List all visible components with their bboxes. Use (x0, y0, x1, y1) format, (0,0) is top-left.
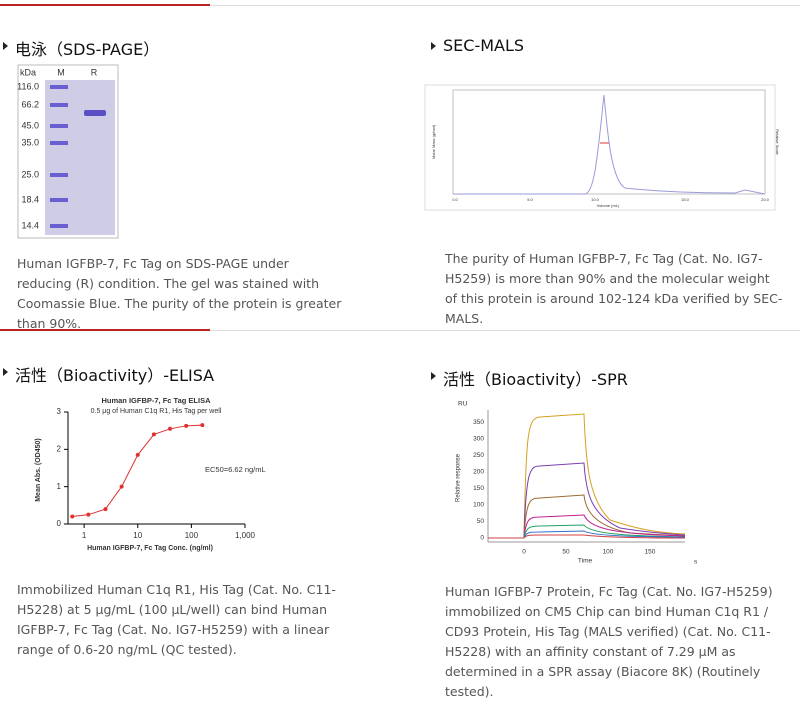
point (200, 423, 205, 428)
point (103, 507, 108, 512)
section-title: 电泳（SDS-PAGE） (2, 36, 159, 60)
section-title: 活性（Bioactivity）-SPR (431, 366, 628, 390)
label: R (91, 67, 98, 77)
curve (72, 424, 203, 518)
y-tick-label: 350 (473, 419, 484, 426)
marker-band (50, 141, 68, 145)
divider-accent (0, 329, 210, 331)
chart-title: Human IGFBP-7, Fc Tag ELISA (101, 396, 211, 405)
label: 0.0 (452, 197, 458, 202)
section-title: 活性（Bioactivity）-ELISA (2, 362, 214, 386)
marker-band (50, 224, 68, 228)
marker-label: 18.4 (21, 194, 39, 204)
sec-axes (452, 89, 766, 195)
point (86, 512, 91, 517)
y-tick-label: 2 (57, 444, 62, 453)
annotation: EC50=6.62 ng/mL (205, 465, 266, 474)
page: 电泳（SDS-PAGE） SEC-MALS 活性（Bioactivity）-EL… (0, 4, 800, 699)
x-tick-label: 100 (185, 531, 199, 540)
y-tick-label: 250 (473, 452, 484, 459)
spr-curves (488, 413, 686, 539)
marker-band (50, 198, 68, 202)
y-axis-label: Mean Abs. (OD450) (35, 438, 42, 502)
label: M (57, 67, 65, 77)
point (70, 514, 75, 519)
marker-band (50, 85, 68, 89)
marker-band (50, 124, 68, 128)
x-tick-label: 50 (562, 549, 570, 556)
section-title: SEC-MALS (430, 36, 525, 55)
x-tick-label: 1 (82, 531, 87, 540)
x-tick-label: 0 (522, 549, 526, 556)
label: Volume (mL) (597, 203, 620, 208)
x-tick-label: 100 (603, 549, 614, 556)
y-tick-label: 150 (473, 485, 484, 492)
y-unit: RU (458, 401, 468, 408)
marker-label: 25.0 (21, 169, 39, 179)
marker-label: 35.0 (21, 137, 39, 147)
point (168, 426, 173, 431)
label: 20.0 (761, 197, 770, 202)
sec-trace (453, 94, 766, 195)
description: Immobilized Human C1q R1, His Tag (Cat. … (17, 582, 336, 657)
point (135, 452, 140, 457)
y-axis-label: Relative response (456, 453, 462, 502)
y-tick-label: 200 (473, 469, 484, 476)
point (119, 484, 124, 489)
marker-label: 66.2 (21, 99, 39, 109)
sec-frame (424, 84, 776, 211)
marker-label: 14.4 (21, 220, 39, 230)
x-axis-label: Human IGFBP-7, Fc Tag Conc. (ng/ml) (87, 545, 213, 552)
figures: kDa M R 116.0 66.2 45.0 35.0 25.0 18.4 14.4 0.0 5.0… (17, 64, 780, 566)
y-tick-label: 1 (57, 482, 62, 491)
y-tick-label: 3 (57, 407, 62, 416)
chart-subtitle: 0.5 μg of Human C1q R1, His Tag per well (91, 408, 222, 415)
gel-band (84, 110, 106, 116)
x-axis-label: Time (578, 558, 593, 565)
label: 5.0 (527, 197, 533, 202)
label: 15.0 (681, 197, 690, 202)
divider (0, 5, 800, 6)
marker-band (50, 103, 68, 107)
point (184, 423, 189, 428)
label: Relative Scale (775, 129, 780, 155)
x-tick-label: 1,000 (235, 531, 256, 540)
marker-label: 45.0 (21, 120, 39, 130)
x-tick-label: 150 (645, 549, 656, 556)
label: Molar Mass (g/mol) (431, 124, 436, 159)
description: Human IGFBP-7, Fc Tag on SDS-PAGE under … (17, 256, 342, 331)
y-tick-label: 50 (477, 518, 485, 525)
y-tick-label: 100 (473, 502, 484, 509)
point (151, 432, 156, 437)
divider (0, 330, 800, 331)
y-tick-label: 300 (473, 435, 484, 442)
x-tick-label: 10 (133, 531, 142, 540)
y-tick-label: 0 (57, 519, 62, 528)
label: 10.0 (591, 197, 600, 202)
marker-band (50, 173, 68, 177)
y-tick-label: 0 (480, 535, 484, 542)
divider-accent (0, 4, 210, 6)
label: kDa (20, 67, 36, 77)
description: The purity of Human IGFBP-7, Fc Tag (Cat… (445, 251, 783, 326)
x-unit: s (694, 559, 698, 566)
marker-label: 116.0 (17, 81, 39, 91)
